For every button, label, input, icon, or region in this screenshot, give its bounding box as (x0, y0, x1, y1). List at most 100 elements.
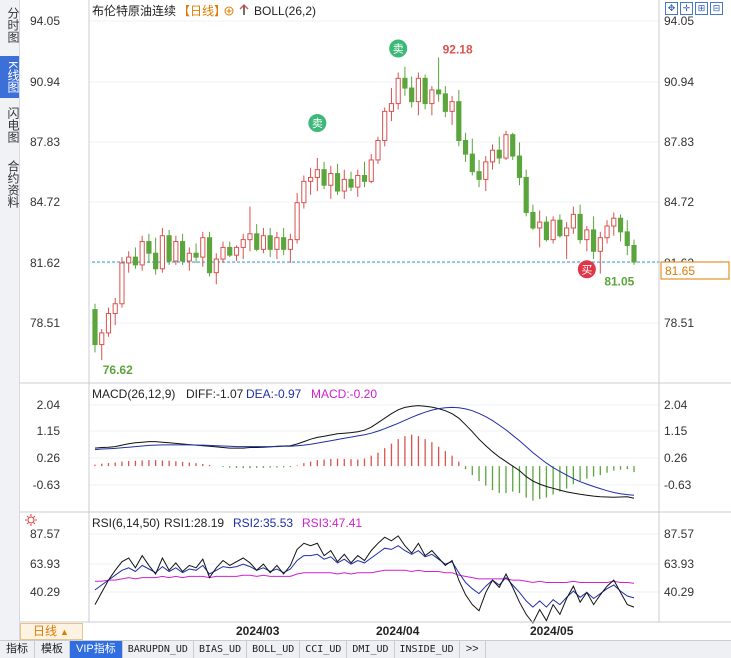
candle-body (213, 258, 219, 274)
candle-body (415, 77, 421, 103)
settings-gear-icon[interactable] (25, 514, 37, 526)
macd-title: MACD(26,12,9) (92, 387, 175, 401)
candle-body (510, 134, 516, 157)
candle-body (281, 237, 287, 250)
rsi-axis-label: 87.57 (30, 527, 60, 541)
current-price-value: 81.65 (665, 264, 695, 278)
recent-low-label: 81.05 (604, 275, 634, 289)
buy-signal-text: 买 (581, 263, 592, 276)
tab-inside[interactable]: INSIDE_UD (395, 641, 460, 658)
candle-body (523, 176, 529, 213)
tab-vip-indicators[interactable]: VIP指标 (70, 641, 123, 658)
candle-body (308, 176, 314, 182)
candle-body (294, 202, 300, 241)
tab-flash-chart[interactable]: 闪电图 (6, 107, 20, 143)
rsi1-value: RSI1:28.19 (164, 516, 224, 530)
candle-body (617, 217, 624, 233)
tab-cci[interactable]: CCI_UD (300, 641, 348, 658)
candle-body (227, 246, 233, 256)
candle-body (570, 213, 576, 229)
candle-body (422, 77, 428, 105)
tab-intraday[interactable]: 分时图 (6, 7, 20, 43)
indicator-switch-icon[interactable] (239, 4, 249, 15)
period-tag: 【日线】 (178, 4, 226, 18)
candle-body (186, 252, 192, 262)
high-price-label: 92.18 (443, 42, 473, 56)
pan-icon[interactable]: ✛ (680, 2, 693, 15)
tab-boll[interactable]: BOLL_UD (247, 641, 301, 658)
candle-body (267, 235, 273, 250)
zoom-icon[interactable] (224, 6, 234, 16)
tab-barupdn[interactable]: BARUPDN_UD (123, 641, 194, 658)
candle-body (449, 101, 455, 112)
candle-body (126, 256, 132, 264)
price-label: 78.51 (30, 316, 60, 330)
candle-body (341, 178, 347, 192)
price-label: 94.05 (664, 14, 694, 28)
date-label: 2024/05 (530, 624, 574, 638)
buy-signal-icon[interactable]: 买 (577, 260, 596, 279)
sell-signal-icon[interactable]: 卖 (389, 39, 408, 58)
current-price-box (660, 261, 730, 280)
tab-more[interactable]: >> (460, 641, 486, 658)
tab-contract-info[interactable]: 合约资料 (6, 160, 20, 208)
candle-body (233, 246, 240, 256)
period-label: 日线 (33, 624, 58, 638)
candle-body (260, 235, 267, 250)
indicator-tab-bar: 指标 模板 VIP指标 BARUPDN_UD BIAS_UD BOLL_UD C… (0, 640, 731, 658)
candle-body (590, 229, 597, 252)
candle-body (597, 237, 603, 252)
candle-body (564, 227, 570, 237)
candle-body (105, 312, 112, 334)
candle-body (361, 174, 368, 182)
candle-body (496, 149, 502, 159)
price-axis-right: 94.05 90.94 87.83 84.72 81.62 78.51 (664, 14, 694, 330)
candle-body (112, 303, 118, 314)
tab-templates[interactable]: 模板 (35, 641, 70, 658)
candle-body (301, 180, 307, 204)
candle-body (436, 89, 442, 95)
candle-body (287, 239, 293, 250)
chart-area: 布伦特原油连续 【日线】 BOLL(26,2) 94.05 90.94 87.8… (20, 0, 731, 638)
zoom-in-icon[interactable]: ⊞ (695, 2, 708, 15)
tab-bias[interactable]: BIAS_UD (194, 641, 248, 658)
crosshair-icon[interactable]: ✥ (665, 2, 678, 15)
date-label: 2024/04 (376, 624, 420, 638)
candle-body (240, 239, 246, 248)
candle-body (469, 153, 475, 173)
candle-body (321, 169, 327, 186)
rsi-axis-label: 63.93 (30, 557, 60, 571)
zoom-out-icon[interactable]: ⊟ (710, 2, 723, 15)
rsi2-line (94, 545, 635, 608)
candle-body (604, 225, 610, 239)
candle-body (382, 110, 388, 142)
sell-signal-text: 卖 (393, 42, 404, 55)
indicator-label: BOLL(26,2) (254, 4, 316, 18)
tab-dmi[interactable]: DMI_UD (347, 641, 395, 658)
period-selector[interactable]: 日线 ▲ (20, 623, 83, 640)
candle-body (99, 332, 105, 346)
macd-diff-value: DIFF:-1.07 (186, 387, 244, 401)
candle-body (206, 237, 213, 274)
candle-body (503, 134, 509, 159)
price-label: 84.72 (30, 195, 60, 209)
period-dropdown-icon: ▲ (60, 627, 69, 637)
low-price-label: 76.62 (103, 363, 133, 377)
candle-body (429, 89, 435, 105)
candle-body (119, 262, 125, 305)
candle-body (577, 213, 583, 241)
tab-indicators[interactable]: 指标 (0, 641, 35, 658)
macd-macd-value: MACD:-0.20 (311, 387, 377, 401)
tab-kline[interactable]: K线图 (0, 56, 20, 98)
sell-signal-icon[interactable]: 卖 (308, 114, 327, 133)
rsi1-line (94, 535, 635, 624)
candle-body (543, 221, 550, 241)
macd-dea-value: DEA:-0.97 (246, 387, 302, 401)
candle-body (200, 237, 206, 258)
candle-body (550, 219, 556, 241)
price-label: 87.83 (664, 135, 694, 149)
candle-body (173, 241, 179, 262)
grid-lines (89, 20, 659, 593)
rsi-axis-label: 63.93 (664, 557, 694, 571)
price-label: 90.94 (664, 75, 694, 89)
